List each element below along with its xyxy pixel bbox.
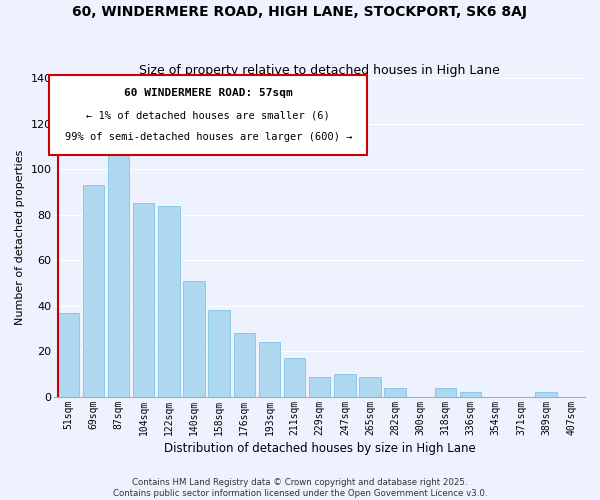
- Text: Contains HM Land Registry data © Crown copyright and database right 2025.
Contai: Contains HM Land Registry data © Crown c…: [113, 478, 487, 498]
- Y-axis label: Number of detached properties: Number of detached properties: [15, 150, 25, 326]
- Bar: [460, 392, 481, 397]
- Title: Size of property relative to detached houses in High Lane: Size of property relative to detached ho…: [139, 64, 500, 77]
- Bar: [158, 206, 179, 397]
- Bar: [435, 388, 456, 397]
- Bar: [83, 185, 104, 397]
- Text: 99% of semi-detached houses are larger (600) →: 99% of semi-detached houses are larger (…: [65, 132, 352, 142]
- Bar: [233, 334, 255, 397]
- Text: 60 WINDERMERE ROAD: 57sqm: 60 WINDERMERE ROAD: 57sqm: [124, 88, 293, 98]
- Bar: [133, 204, 154, 397]
- Bar: [535, 392, 557, 397]
- Bar: [58, 313, 79, 397]
- FancyBboxPatch shape: [49, 75, 367, 154]
- Text: ← 1% of detached houses are smaller (6): ← 1% of detached houses are smaller (6): [86, 110, 330, 120]
- Bar: [259, 342, 280, 397]
- X-axis label: Distribution of detached houses by size in High Lane: Distribution of detached houses by size …: [164, 442, 476, 455]
- Text: 60, WINDERMERE ROAD, HIGH LANE, STOCKPORT, SK6 8AJ: 60, WINDERMERE ROAD, HIGH LANE, STOCKPOR…: [73, 5, 527, 19]
- Bar: [359, 376, 381, 397]
- Bar: [184, 281, 205, 397]
- Bar: [309, 376, 331, 397]
- Bar: [108, 146, 129, 397]
- Bar: [334, 374, 356, 397]
- Bar: [284, 358, 305, 397]
- Bar: [208, 310, 230, 397]
- Bar: [385, 388, 406, 397]
